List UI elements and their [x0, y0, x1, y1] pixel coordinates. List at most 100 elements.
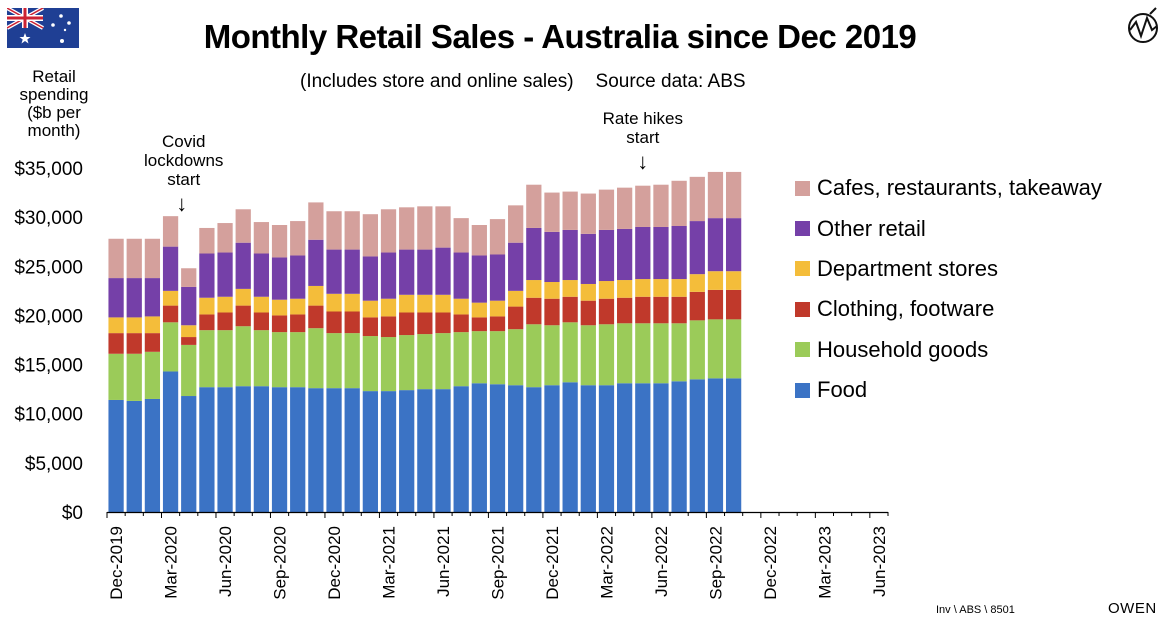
bar-segment: [126, 317, 142, 334]
bar-segment: [144, 238, 161, 279]
bar-segment: [671, 225, 687, 280]
bar-segment: [453, 218, 469, 253]
plot-area: $0 $5,000 $10,000 $15,000 $20,000 $25,000 $30,…: [14, 109, 889, 600]
bar-segment: [689, 379, 705, 512]
legend-label: Household goods: [817, 336, 989, 362]
bar-segment: [653, 184, 669, 227]
bar-segment: [671, 296, 687, 324]
bar-segment: [181, 396, 197, 512]
bar-segment: [435, 247, 451, 295]
owen-logo-icon: [1128, 7, 1158, 43]
bar-segment: [562, 191, 578, 230]
y-tick-label: $15,000: [14, 356, 83, 377]
bar-segment: [617, 187, 633, 229]
bar-segment: [707, 218, 724, 272]
bar-segment: [199, 330, 215, 388]
bar-segment: [108, 399, 124, 512]
source-label: Source data: ABS: [595, 71, 746, 92]
bar-segment: [544, 298, 560, 326]
bar-segment: [562, 382, 578, 512]
bar-segment: [162, 371, 179, 512]
x-tick-label: Dec-2020: [325, 526, 344, 600]
union-jack: [7, 8, 44, 30]
bar-segment: [181, 337, 197, 345]
bar-segment: [598, 189, 615, 230]
bar-segment: [162, 216, 179, 247]
bar-segment: [362, 336, 378, 392]
bar-segment: [417, 206, 433, 250]
bar-segment: [271, 299, 288, 316]
bar-segment: [508, 306, 524, 330]
bar-segment: [435, 389, 451, 512]
bar-segment: [199, 387, 215, 512]
bar-segment: [453, 298, 469, 315]
x-tick-label: Sep-2020: [271, 526, 290, 600]
y-axis-label-line: month): [27, 121, 81, 140]
legend-label: Other retail: [817, 215, 926, 241]
bar-segment: [508, 329, 524, 386]
bar-segment: [235, 209, 251, 243]
legend-item: Food: [795, 370, 1102, 410]
bar-segment: [635, 323, 651, 384]
bar-segment: [199, 253, 215, 298]
bar-segment: [471, 331, 487, 384]
legend-label: Clothing, footware: [817, 296, 995, 322]
bar-segment: [598, 324, 615, 386]
bar-segment: [653, 296, 669, 324]
chart-subtitle: (Includes store and online sales) Source …: [300, 71, 746, 93]
y-tick-label: $0: [62, 503, 83, 524]
x-tick-label: Jun-2022: [652, 526, 671, 597]
bar-segment: [144, 351, 161, 399]
subtitle-note: (Includes store and online sales): [300, 71, 574, 92]
bar-segment: [653, 323, 669, 384]
bar-segment: [290, 332, 306, 388]
bar-segment: [253, 253, 270, 297]
bar-segment: [635, 279, 651, 297]
bar-segment: [544, 231, 560, 283]
bar-segment: [326, 311, 342, 334]
bar-segment: [344, 333, 360, 389]
bar-segment: [725, 378, 742, 512]
bar-segment: [453, 314, 469, 333]
bar-segment: [399, 207, 415, 250]
bar-segment: [562, 296, 578, 323]
bar-segment: [290, 221, 306, 256]
bar-segment: [290, 255, 306, 299]
legend-item: Household goods: [795, 330, 1102, 370]
bar-segment: [308, 388, 324, 512]
bar-segment: [417, 249, 433, 295]
bar-segment: [580, 283, 596, 301]
x-tick-label: Jun-2021: [434, 526, 453, 597]
bar-segment: [199, 297, 215, 315]
bar-segment: [562, 280, 578, 297]
legend-label: Cafes, restaurants, takeaway: [817, 175, 1102, 201]
bar-segment: [308, 202, 324, 240]
bar-segment: [598, 229, 615, 282]
bar-segment: [162, 290, 179, 306]
bar-segment: [181, 286, 197, 326]
bar-segment: [399, 294, 415, 313]
brand-label: OWEN: [1108, 600, 1157, 617]
bar-segment: [253, 386, 270, 512]
bar-segment: [417, 312, 433, 335]
bar-segment: [181, 268, 197, 287]
bar-segment: [235, 386, 251, 512]
bar-segment: [144, 278, 161, 317]
bar-segment: [489, 300, 506, 317]
bar-segment: [162, 322, 179, 372]
bar-segment: [308, 285, 324, 306]
bar-segment: [544, 192, 560, 232]
bar-segment: [489, 254, 506, 301]
bar-segment: [489, 219, 506, 255]
y-tick-label: $30,000: [14, 208, 83, 229]
legend-item: Department stores: [795, 249, 1102, 289]
bar-segment: [126, 238, 142, 279]
bar-segment: [689, 274, 705, 292]
bar-segment: [326, 211, 342, 250]
bar-segment: [435, 333, 451, 390]
bar-segment: [290, 314, 306, 333]
bar-segment: [725, 289, 742, 320]
bar-segment: [489, 384, 506, 512]
bar-segment: [489, 316, 506, 332]
bar-segment: [707, 289, 724, 320]
